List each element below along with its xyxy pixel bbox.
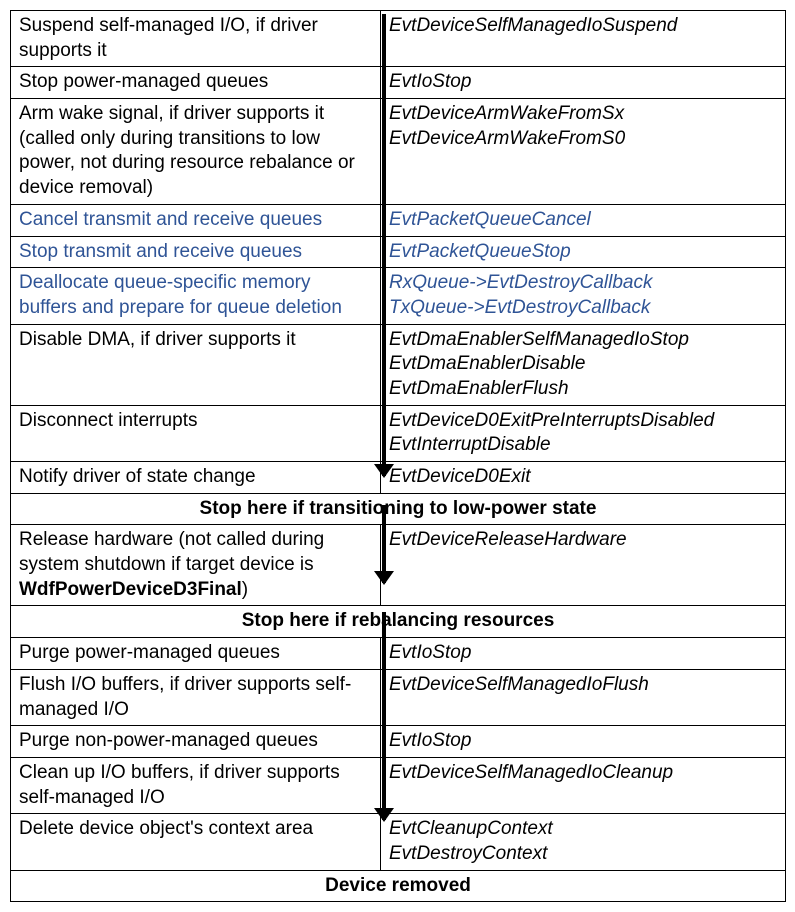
table-row: Clean up I/O buffers, if driver supports… xyxy=(11,757,786,813)
callback-name: EvtDeviceSelfManagedIoSuspend xyxy=(381,11,786,67)
callback-name: EvtCleanupContextEvtDestroyContext xyxy=(381,814,786,870)
step-description: Clean up I/O buffers, if driver supports… xyxy=(11,757,381,813)
callback-name: EvtDmaEnablerSelfManagedIoStopEvtDmaEnab… xyxy=(381,324,786,405)
bold-identifier: WdfPowerDeviceD3Final xyxy=(19,579,242,600)
table-row: Purge non-power-managed queuesEvtIoStop xyxy=(11,726,786,758)
callback-name: EvtDeviceD0Exit xyxy=(381,462,786,494)
callback-name: EvtPacketQueueStop xyxy=(381,236,786,268)
diagram-wrap: Suspend self-managed I/O, if driver supp… xyxy=(10,10,785,902)
step-description: Stop power-managed queues xyxy=(11,67,381,99)
table-row: Disconnect interruptsEvtDeviceD0ExitPreI… xyxy=(11,405,786,461)
callback-name: EvtDeviceReleaseHardware xyxy=(381,525,786,606)
callback-name: EvtDeviceD0ExitPreInterruptsDisabledEvtI… xyxy=(381,405,786,461)
step-description: Suspend self-managed I/O, if driver supp… xyxy=(11,11,381,67)
callback-sequence-table: Suspend self-managed I/O, if driver supp… xyxy=(10,10,786,902)
table-row: Disable DMA, if driver supports itEvtDma… xyxy=(11,324,786,405)
table-row: Stop transmit and receive queuesEvtPacke… xyxy=(11,236,786,268)
callback-name: EvtIoStop xyxy=(381,67,786,99)
callback-name: EvtPacketQueueCancel xyxy=(381,204,786,236)
section-header-row: Stop here if rebalancing resources xyxy=(11,606,786,638)
step-description: Purge non-power-managed queues xyxy=(11,726,381,758)
section-header: Stop here if rebalancing resources xyxy=(11,606,786,638)
table-row: Release hardware (not called during syst… xyxy=(11,525,786,606)
callback-name: EvtIoStop xyxy=(381,638,786,670)
table-row: Suspend self-managed I/O, if driver supp… xyxy=(11,11,786,67)
step-description: Disconnect interrupts xyxy=(11,405,381,461)
table-row: Stop power-managed queuesEvtIoStop xyxy=(11,67,786,99)
step-description: Release hardware (not called during syst… xyxy=(11,525,381,606)
step-description: Deallocate queue-specific memory buffers… xyxy=(11,268,381,324)
section-header: Stop here if transitioning to low-power … xyxy=(11,493,786,525)
step-description: Cancel transmit and receive queues xyxy=(11,204,381,236)
callback-name: EvtDeviceSelfManagedIoCleanup xyxy=(381,757,786,813)
callback-name: EvtIoStop xyxy=(381,726,786,758)
table-row: Deallocate queue-specific memory buffers… xyxy=(11,268,786,324)
step-description: Flush I/O buffers, if driver supports se… xyxy=(11,669,381,725)
table-row: Notify driver of state changeEvtDeviceD0… xyxy=(11,462,786,494)
table-row: Purge power-managed queuesEvtIoStop xyxy=(11,638,786,670)
section-header-row: Device removed xyxy=(11,870,786,902)
step-description: Disable DMA, if driver supports it xyxy=(11,324,381,405)
step-description: Delete device object's context area xyxy=(11,814,381,870)
table-row: Flush I/O buffers, if driver supports se… xyxy=(11,669,786,725)
table-row: Cancel transmit and receive queuesEvtPac… xyxy=(11,204,786,236)
callback-name: EvtDeviceArmWakeFromSxEvtDeviceArmWakeFr… xyxy=(381,99,786,205)
section-header-row: Stop here if transitioning to low-power … xyxy=(11,493,786,525)
callback-name: RxQueue->EvtDestroyCallbackTxQueue->EvtD… xyxy=(381,268,786,324)
table-row: Arm wake signal, if driver supports it (… xyxy=(11,99,786,205)
section-header: Device removed xyxy=(11,870,786,902)
step-description: Purge power-managed queues xyxy=(11,638,381,670)
table-row: Delete device object's context areaEvtCl… xyxy=(11,814,786,870)
callback-name: EvtDeviceSelfManagedIoFlush xyxy=(381,669,786,725)
step-description: Arm wake signal, if driver supports it (… xyxy=(11,99,381,205)
step-description: Stop transmit and receive queues xyxy=(11,236,381,268)
step-description: Notify driver of state change xyxy=(11,462,381,494)
